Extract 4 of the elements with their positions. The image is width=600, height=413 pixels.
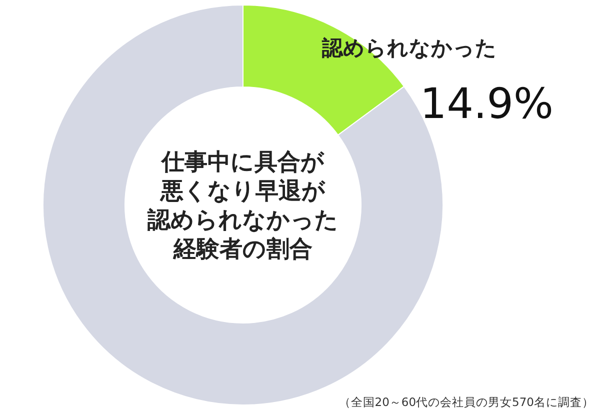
data-label: 14.9% bbox=[420, 79, 554, 128]
slice-label: 認められなかった bbox=[321, 36, 497, 60]
text: （全国20～60代の会社員の男女570名に調査） bbox=[338, 395, 594, 409]
text: 仕事中に具合が悪くなり早退が認められなかった経験者の割合 bbox=[146, 150, 338, 262]
